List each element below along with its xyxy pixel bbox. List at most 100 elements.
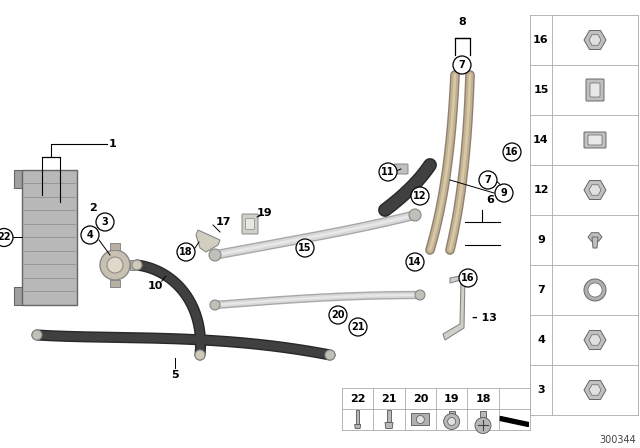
Text: 4: 4: [537, 335, 545, 345]
Polygon shape: [196, 230, 220, 252]
FancyBboxPatch shape: [246, 219, 255, 229]
Text: 11: 11: [381, 167, 395, 177]
Text: 12: 12: [413, 191, 427, 201]
Text: 16: 16: [505, 147, 519, 157]
Text: 12: 12: [533, 185, 548, 195]
Circle shape: [503, 143, 521, 161]
Text: 14: 14: [533, 135, 549, 145]
Polygon shape: [589, 385, 601, 395]
Text: 21: 21: [381, 393, 397, 404]
Circle shape: [406, 253, 424, 271]
Polygon shape: [584, 380, 606, 400]
Circle shape: [209, 249, 221, 261]
Text: 22: 22: [350, 393, 365, 404]
FancyBboxPatch shape: [242, 214, 258, 234]
Polygon shape: [110, 243, 120, 250]
Text: 9: 9: [500, 188, 508, 198]
Circle shape: [0, 228, 13, 246]
Circle shape: [349, 318, 367, 336]
Text: 6: 6: [486, 195, 494, 205]
Circle shape: [210, 300, 220, 310]
Text: 20: 20: [413, 393, 428, 404]
Polygon shape: [584, 181, 606, 199]
Polygon shape: [589, 35, 601, 45]
Polygon shape: [589, 335, 601, 345]
Text: 22: 22: [0, 233, 11, 242]
Text: 15: 15: [298, 243, 312, 253]
Polygon shape: [385, 422, 393, 428]
Text: 14: 14: [408, 257, 422, 267]
Text: 15: 15: [533, 85, 548, 95]
FancyBboxPatch shape: [22, 170, 77, 305]
Text: 18: 18: [476, 393, 491, 404]
Text: 19: 19: [257, 208, 273, 218]
Text: 8: 8: [458, 17, 466, 27]
Circle shape: [100, 250, 130, 280]
Circle shape: [325, 350, 335, 360]
Circle shape: [447, 418, 456, 426]
Circle shape: [132, 260, 142, 270]
Polygon shape: [443, 275, 465, 340]
Text: 7: 7: [537, 285, 545, 295]
FancyBboxPatch shape: [394, 164, 408, 174]
Circle shape: [379, 163, 397, 181]
Text: 19: 19: [444, 393, 460, 404]
Text: 10: 10: [148, 281, 163, 291]
Text: 16: 16: [533, 35, 549, 45]
Text: 5: 5: [171, 370, 179, 380]
Text: 17: 17: [215, 217, 231, 227]
Circle shape: [96, 213, 114, 231]
Polygon shape: [355, 425, 361, 428]
Text: 16: 16: [461, 273, 475, 283]
FancyBboxPatch shape: [590, 83, 600, 97]
Text: 3: 3: [102, 217, 108, 227]
Polygon shape: [589, 185, 601, 195]
Circle shape: [411, 187, 429, 205]
Polygon shape: [584, 331, 606, 349]
Circle shape: [195, 350, 205, 360]
Circle shape: [475, 418, 491, 434]
Polygon shape: [14, 170, 22, 188]
Polygon shape: [14, 287, 22, 305]
Text: 9: 9: [537, 235, 545, 245]
Polygon shape: [110, 280, 120, 287]
Polygon shape: [387, 410, 391, 422]
Circle shape: [584, 279, 606, 301]
Circle shape: [479, 171, 497, 189]
Circle shape: [409, 209, 421, 221]
Text: 3: 3: [537, 385, 545, 395]
FancyBboxPatch shape: [412, 414, 429, 426]
Circle shape: [177, 243, 195, 261]
Text: 18: 18: [179, 247, 193, 257]
Text: 7: 7: [459, 60, 465, 70]
Polygon shape: [500, 417, 529, 426]
Circle shape: [459, 269, 477, 287]
Circle shape: [107, 257, 123, 273]
Circle shape: [495, 184, 513, 202]
Circle shape: [444, 414, 460, 430]
Circle shape: [32, 330, 42, 340]
Text: 20: 20: [332, 310, 345, 320]
Polygon shape: [356, 410, 359, 425]
Text: 2: 2: [89, 203, 97, 213]
FancyBboxPatch shape: [586, 79, 604, 101]
FancyBboxPatch shape: [588, 135, 602, 145]
Circle shape: [588, 283, 602, 297]
Text: 4: 4: [86, 230, 93, 240]
Polygon shape: [588, 233, 602, 241]
Circle shape: [453, 56, 471, 74]
Text: – 13: – 13: [472, 313, 497, 323]
Polygon shape: [584, 30, 606, 50]
Circle shape: [329, 306, 347, 324]
Circle shape: [415, 290, 425, 300]
Polygon shape: [592, 237, 598, 248]
Text: 1: 1: [109, 139, 116, 149]
Circle shape: [81, 226, 99, 244]
FancyBboxPatch shape: [584, 132, 606, 148]
Polygon shape: [130, 260, 137, 270]
Text: 300344: 300344: [600, 435, 636, 445]
Circle shape: [296, 239, 314, 257]
Polygon shape: [480, 412, 486, 426]
Text: 21: 21: [351, 322, 365, 332]
Text: 7: 7: [484, 175, 492, 185]
